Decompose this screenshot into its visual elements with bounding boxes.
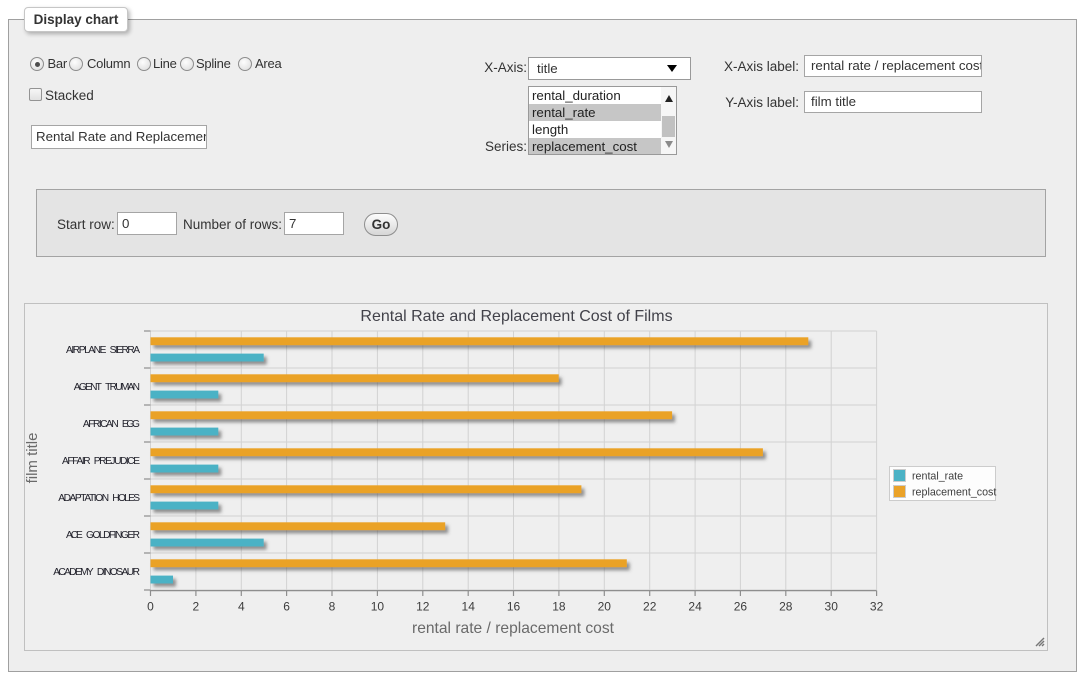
svg-text:Rental Rate and Replacement Co: Rental Rate and Replacement Cost of Film… [360,308,672,325]
svg-text:rental rate / replacement cost: rental rate / replacement cost [412,620,615,637]
svg-text:30: 30 [825,600,839,614]
svg-text:28: 28 [779,600,793,614]
svg-text:6: 6 [283,600,290,614]
svg-text:26: 26 [734,600,748,614]
svg-text:0: 0 [147,600,154,614]
svg-text:10: 10 [371,600,385,614]
svg-text:32: 32 [870,600,884,614]
svg-text:EGG: EGG [122,419,140,430]
svg-text:HOLES: HOLES [112,493,140,504]
svg-text:12: 12 [416,600,430,614]
svg-text:ACE: ACE [66,530,83,541]
svg-text:rental_rate: rental_rate [912,471,963,483]
svg-text:ADAPTATION: ADAPTATION [58,493,109,504]
svg-text:4: 4 [238,600,245,614]
svg-text:AIRPLANE: AIRPLANE [66,345,107,356]
svg-text:20: 20 [598,600,612,614]
svg-text:TRUMAN: TRUMAN [105,382,140,393]
svg-text:AFFAIR: AFFAIR [62,456,91,467]
svg-text:14: 14 [462,600,476,614]
svg-text:AFRICAN: AFRICAN [83,419,119,430]
svg-text:SIERRA: SIERRA [110,345,141,356]
svg-text:18: 18 [552,600,566,614]
svg-text:DINOSAUR: DINOSAUR [97,567,140,578]
svg-text:22: 22 [643,600,657,614]
svg-text:AGENT: AGENT [74,382,102,393]
svg-text:2: 2 [193,600,200,614]
svg-text:8: 8 [329,600,336,614]
svg-text:ACADEMY: ACADEMY [53,567,94,578]
svg-text:24: 24 [688,600,702,614]
svg-text:PREJUDICE: PREJUDICE [94,456,140,467]
svg-text:16: 16 [507,600,521,614]
svg-text:replacement_cost: replacement_cost [912,487,996,499]
svg-text:film title: film title [25,433,41,484]
svg-text:GOLDFINGER: GOLDFINGER [86,530,140,541]
